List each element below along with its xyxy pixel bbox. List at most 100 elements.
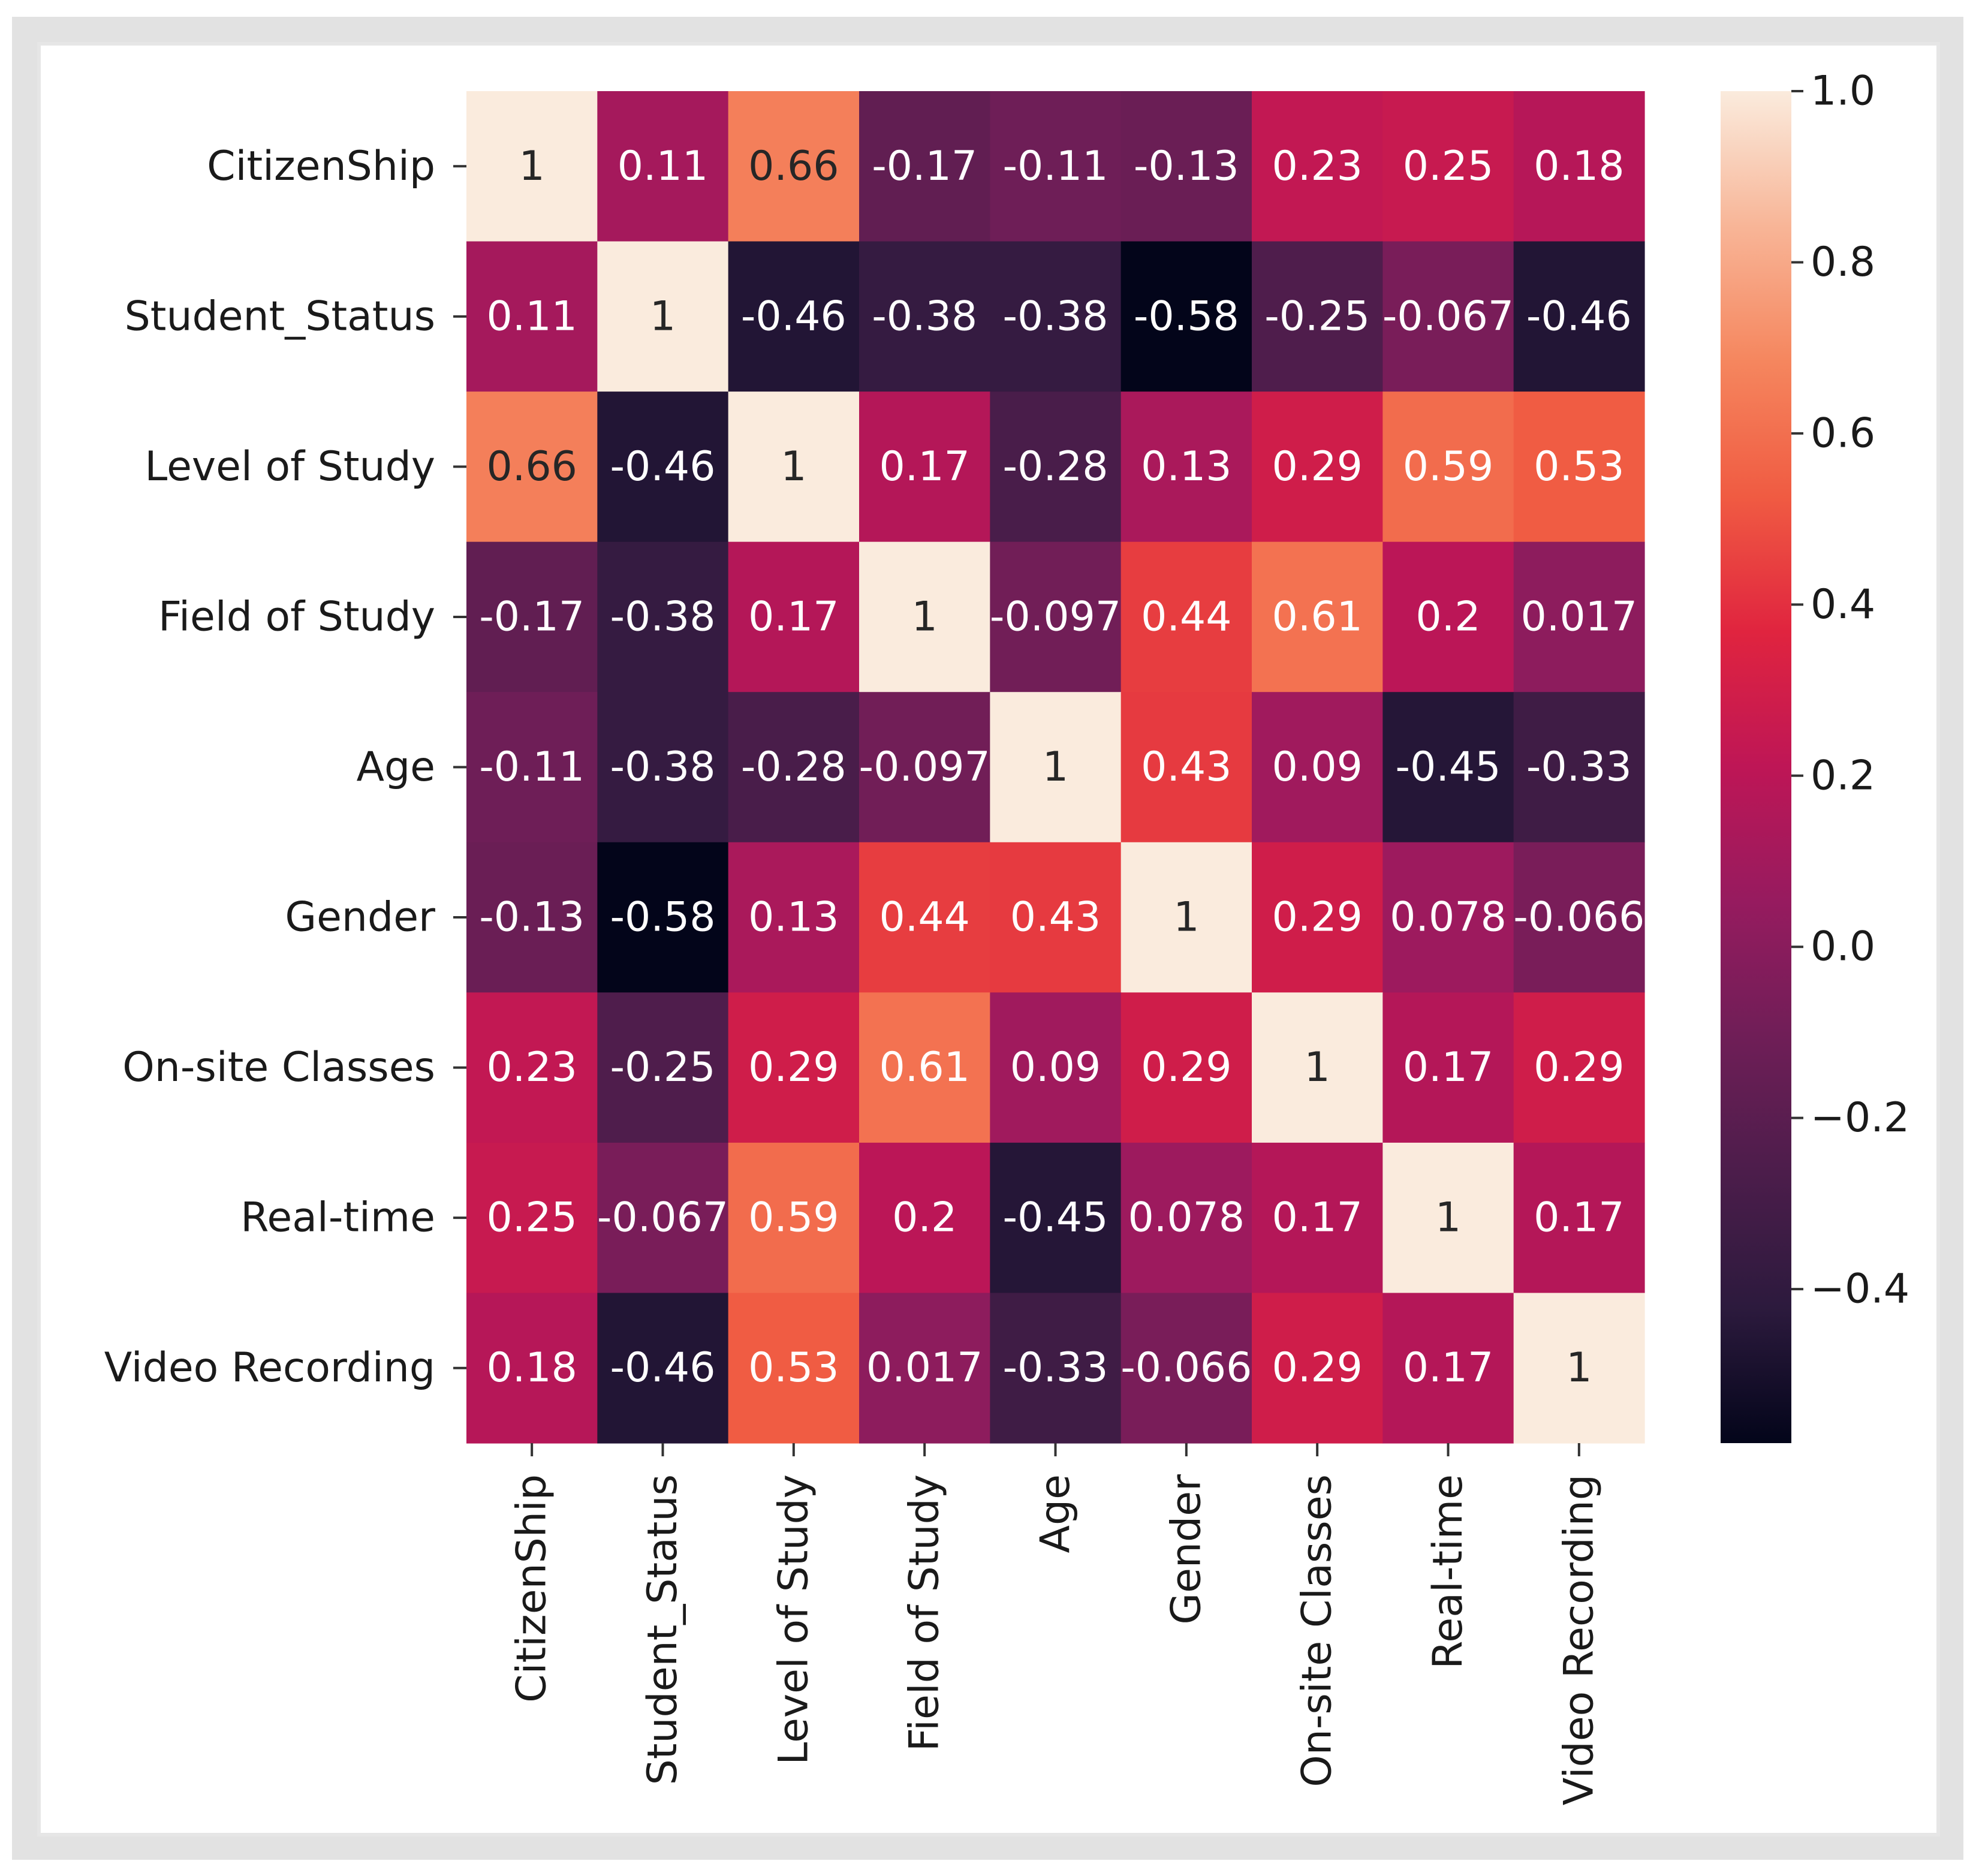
heatmap-cell [859, 992, 990, 1143]
heatmap-cell-label: 0.29 [748, 1044, 839, 1091]
heatmap-cell-label: 0.2 [892, 1194, 957, 1242]
heatmap-cell [1382, 392, 1514, 543]
colorbar-tick-label: 0.4 [1811, 581, 1875, 628]
heatmap-cells [466, 91, 1645, 1444]
heatmap-cell [859, 541, 990, 692]
heatmap-cell [1120, 692, 1252, 843]
colorbar-tick-labels: 1.0 0.8 0.6 0.4 0.2 0.0 −0.2 −0.4 [1791, 68, 1909, 1313]
heatmap-cell-label: 0.25 [486, 1194, 577, 1242]
heatmap-cell [728, 842, 860, 993]
y-axis-label-level-of-study: Level of Study [144, 443, 435, 490]
heatmap-cell [466, 1293, 598, 1444]
heatmap-cell [1120, 241, 1252, 392]
heatmap-cell [466, 541, 598, 692]
heatmap-cell [1120, 541, 1252, 692]
heatmap-cell-label: 0.2 [1415, 593, 1480, 640]
heatmap-cell-label: 0.61 [1272, 593, 1362, 640]
heatmap-cell [1120, 842, 1252, 993]
heatmap-cell [728, 1142, 860, 1294]
heatmap-cell [728, 392, 860, 543]
heatmap-cell-label: 0.17 [748, 593, 839, 640]
colorbar-tick-label: −0.2 [1811, 1094, 1909, 1142]
colorbar-tick-label: 0.0 [1811, 923, 1875, 971]
heatmap-cell [859, 1142, 990, 1294]
heatmap-cell-label: -0.097 [990, 593, 1121, 640]
heatmap-cell-label: -0.46 [741, 293, 847, 340]
heatmap-cell [597, 1293, 729, 1444]
heatmap-cell [1513, 541, 1645, 692]
heatmap-cell-label: 0.23 [1272, 143, 1362, 190]
heatmap-cell [1513, 1142, 1645, 1294]
heatmap-cell [597, 842, 729, 993]
y-axis-label-field-of-study: Field of Study [158, 593, 435, 640]
heatmap-cell-label: -0.46 [1526, 293, 1632, 340]
colorbar-tick-label: −0.4 [1811, 1266, 1909, 1313]
x-axis-label-gender: Gender [1162, 1474, 1210, 1625]
heatmap-cell-label: 0.29 [1272, 894, 1362, 941]
heatmap-cell-label: -0.097 [859, 743, 990, 791]
heatmap-cell [859, 91, 990, 242]
heatmap-cell-label: 0.25 [1403, 143, 1493, 190]
heatmap-cell-labels: 1 0.11 0.66 -0.17 -0.11 -0.13 0.23 0.25 0.18 0.11… [479, 143, 1644, 1392]
heatmap-cell-label: 0.44 [879, 894, 969, 941]
heatmap-cell [990, 541, 1122, 692]
heatmap-cell [1252, 1293, 1383, 1444]
heatmap-cell [1382, 842, 1514, 993]
heatmap-cell [466, 91, 598, 242]
heatmap-cell-label: -0.45 [1396, 743, 1501, 791]
heatmap-cell [597, 241, 729, 392]
x-axis-label-video-recording: Video Recording [1555, 1474, 1603, 1805]
x-axis-label-field-of-study: Field of Study [901, 1474, 948, 1751]
heatmap-cell [728, 91, 860, 242]
heatmap-cell [990, 91, 1122, 242]
heatmap-cell-label: 0.43 [1141, 743, 1231, 791]
heatmap-cell [1513, 241, 1645, 392]
x-axis-label-real-time: Real-time [1424, 1474, 1472, 1669]
heatmap-cell [466, 392, 598, 543]
heatmap-cell-label: 1 [519, 143, 545, 190]
heatmap-cell-label: 1 [1566, 1344, 1592, 1392]
heatmap-cell [1120, 392, 1252, 543]
heatmap-cell-label: 0.18 [486, 1344, 577, 1392]
heatmap-cell-label: -0.25 [610, 1044, 716, 1091]
heatmap-cell-label: -0.067 [597, 1194, 728, 1242]
heatmap-cell-label: -0.11 [479, 743, 585, 791]
heatmap-cell-label: 0.23 [486, 1044, 577, 1091]
heatmap-cell [990, 842, 1122, 993]
heatmap-cell-label: 0.13 [748, 894, 839, 941]
heatmap-cell [466, 1142, 598, 1294]
heatmap-cell-label: 0.18 [1534, 143, 1624, 190]
heatmap-cell-label: -0.067 [1382, 293, 1514, 340]
heatmap-cell [1513, 91, 1645, 242]
heatmap-cell [1513, 842, 1645, 993]
heatmap-cell-label: -0.46 [610, 1344, 716, 1392]
heatmap-cell-label: 0.53 [748, 1344, 839, 1392]
heatmap-cell [597, 1142, 729, 1294]
x-axis-label-level-of-study: Level of Study [770, 1474, 817, 1765]
colorbar-tick-label: 0.2 [1811, 752, 1875, 799]
heatmap-cell-label: -0.17 [479, 593, 585, 640]
colorbar-tick-label: 1.0 [1811, 68, 1875, 115]
heatmap-cell-label: -0.38 [1003, 293, 1109, 340]
heatmap-cell-label: -0.17 [872, 143, 977, 190]
heatmap-cell-label: 0.59 [1403, 443, 1493, 490]
heatmap-cell-label: 0.17 [1272, 1194, 1362, 1242]
y-axis-label-student-status: Student_Status [125, 293, 435, 340]
y-axis-label-citizenship: CitizenShip [207, 143, 435, 190]
heatmap-cell-label: 1 [1305, 1044, 1330, 1091]
heatmap-cell [1120, 992, 1252, 1143]
heatmap-cell-label: -0.066 [1513, 894, 1644, 941]
heatmap-cell [990, 241, 1122, 392]
heatmap-cell [1252, 1142, 1383, 1294]
heatmap-cell-label: 0.59 [748, 1194, 839, 1242]
heatmap-cell [990, 992, 1122, 1143]
y-axis-tick-labels: CitizenShip Student_Status Level of Study F… [104, 143, 466, 1392]
heatmap-cell [597, 541, 729, 692]
heatmap-cell-label: 0.078 [1390, 894, 1507, 941]
x-axis-label-student-status: Student_Status [639, 1474, 686, 1785]
heatmap-cell [1252, 992, 1383, 1143]
heatmap-cell [859, 842, 990, 993]
heatmap-cell [1513, 692, 1645, 843]
colorbar [1721, 91, 1791, 1443]
